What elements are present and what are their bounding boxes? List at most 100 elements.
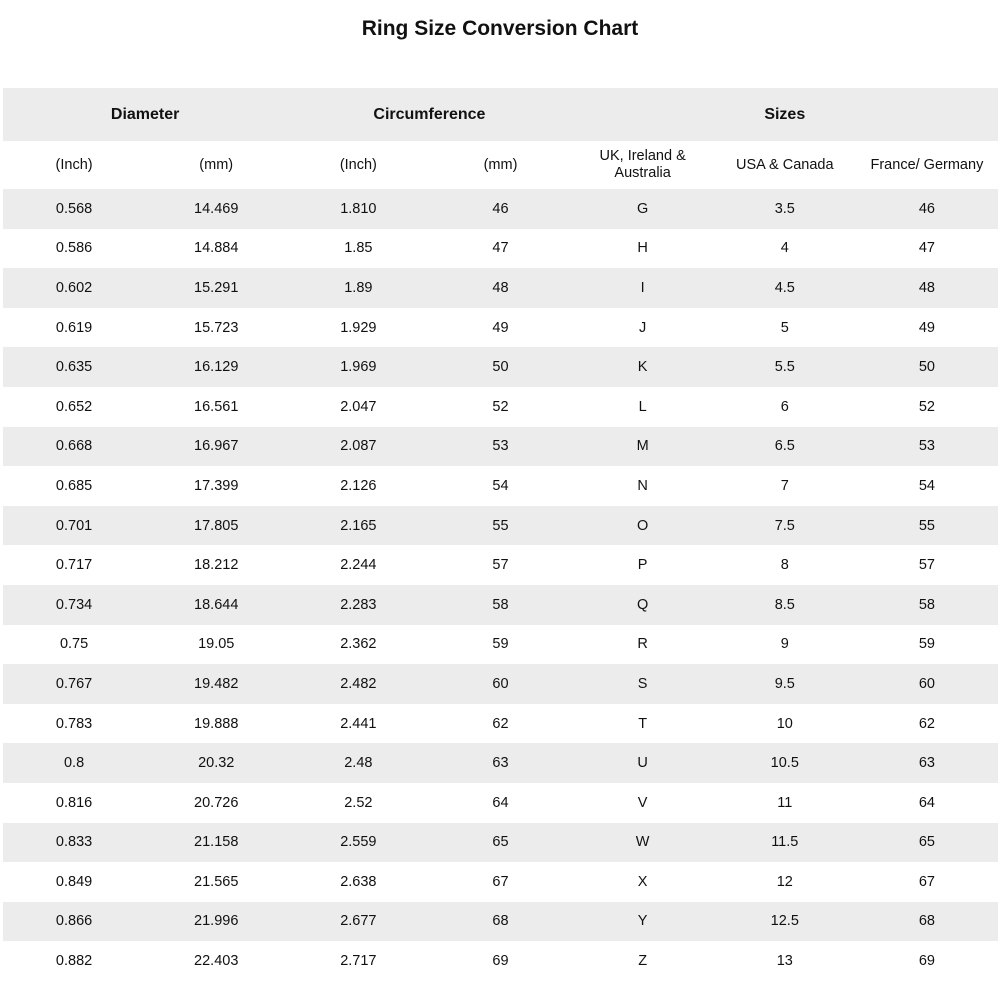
cell-uk-size: I — [640, 279, 645, 296]
cell-diameter-inch: 0.75 — [59, 636, 89, 653]
cell-usa-size: 10.5 — [770, 755, 799, 772]
cell-france-size: 50 — [918, 359, 935, 376]
cell-circumference-mm: 55 — [492, 517, 509, 534]
cell-usa-size: 9.5 — [774, 675, 795, 692]
table-row: 0.849 21.565 2.638 67 X 12 67 — [3, 862, 998, 902]
cell-usa-size: 12 — [776, 873, 793, 890]
cell-usa-size: 6 — [780, 398, 789, 415]
cell-usa-size: 7 — [780, 477, 789, 494]
cell-circumference-mm: 67 — [492, 873, 509, 890]
subheader-france-germany: France/ Germany — [855, 141, 998, 189]
cell-diameter-mm: 16.561 — [194, 398, 239, 415]
table-row: 0.685 17.399 2.126 54 N 7 54 — [3, 466, 998, 506]
cell-diameter-inch: 0.668 — [55, 438, 93, 455]
cell-diameter-inch: 0.816 — [55, 794, 93, 811]
cell-france-size: 60 — [918, 675, 935, 692]
cell-circumference-mm: 63 — [492, 755, 509, 772]
cell-uk-size: U — [637, 755, 648, 772]
subheader-circumference-inch: (Inch) — [287, 141, 430, 189]
cell-usa-size: 6.5 — [774, 438, 795, 455]
cell-circumference-mm: 68 — [492, 913, 509, 930]
cell-diameter-mm: 17.399 — [194, 477, 239, 494]
cell-diameter-mm: 20.32 — [198, 755, 235, 772]
cell-uk-size: W — [635, 834, 650, 851]
cell-france-size: 62 — [918, 715, 935, 732]
cell-uk-size: Q — [636, 596, 649, 613]
table-row: 0.882 22.403 2.717 69 Z 13 69 — [3, 941, 998, 981]
cell-circumference-mm: 52 — [492, 398, 509, 415]
cell-france-size: 46 — [918, 200, 935, 217]
cell-uk-size: H — [637, 240, 648, 257]
cell-diameter-mm: 18.644 — [194, 596, 239, 613]
cell-circumference-inch: 1.969 — [340, 359, 377, 376]
cell-uk-size: Y — [637, 913, 648, 930]
cell-usa-size: 7.5 — [774, 517, 795, 534]
subheader-diameter-mm: (mm) — [145, 141, 288, 189]
cell-diameter-inch: 0.849 — [55, 873, 93, 890]
cell-circumference-mm: 58 — [492, 596, 509, 613]
cell-diameter-mm: 17.805 — [194, 517, 239, 534]
ring-size-table: Diameter Circumference Sizes (Inch) (mm)… — [3, 88, 998, 981]
cell-circumference-mm: 60 — [492, 675, 509, 692]
cell-uk-size: O — [636, 517, 649, 534]
cell-diameter-inch: 0.717 — [55, 557, 93, 574]
cell-uk-size: R — [637, 636, 648, 653]
cell-diameter-mm: 19.05 — [198, 636, 235, 653]
cell-usa-size: 4 — [780, 240, 789, 257]
cell-usa-size: 11 — [777, 794, 793, 811]
cell-france-size: 57 — [918, 557, 935, 574]
cell-france-size: 48 — [918, 279, 935, 296]
cell-circumference-mm: 59 — [492, 636, 509, 653]
cell-usa-size: 8 — [780, 557, 789, 574]
table-row: 0.652 16.561 2.047 52 L 6 52 — [3, 386, 998, 427]
table-row: 0.717 18.212 2.244 57 P 8 57 — [3, 545, 998, 585]
cell-france-size: 69 — [918, 953, 935, 970]
cell-france-size: 58 — [918, 596, 935, 613]
cell-circumference-mm: 47 — [492, 240, 509, 257]
header-diameter: Diameter — [3, 88, 288, 141]
cell-usa-size: 4.5 — [774, 279, 795, 296]
cell-circumference-inch: 2.244 — [340, 557, 377, 574]
cell-france-size: 52 — [918, 398, 935, 415]
cell-diameter-inch: 0.866 — [55, 913, 93, 930]
cell-circumference-inch: 2.482 — [340, 675, 377, 692]
cell-circumference-inch: 2.441 — [340, 715, 377, 732]
cell-circumference-mm: 53 — [492, 438, 509, 455]
cell-circumference-inch: 2.52 — [344, 794, 373, 811]
table-row: 0.602 15.291 1.89 48 I 4.5 48 — [3, 268, 998, 308]
header-circumference: Circumference — [287, 88, 572, 141]
cell-france-size: 49 — [918, 319, 935, 336]
cell-uk-size: S — [637, 675, 648, 692]
cell-circumference-inch: 2.126 — [340, 477, 377, 494]
table-body: 0.568 14.469 1.810 46 G 3.5 46 0.586 14.884 1.85 4… — [3, 189, 998, 981]
page-title: Ring Size Conversion Chart — [361, 17, 639, 40]
cell-france-size: 55 — [918, 517, 935, 534]
cell-usa-size: 9 — [780, 636, 789, 653]
cell-usa-size: 10 — [776, 715, 793, 732]
cell-uk-size: V — [637, 794, 648, 811]
cell-diameter-mm: 22.403 — [194, 953, 239, 970]
cell-uk-size: K — [637, 359, 648, 376]
cell-france-size: 47 — [918, 240, 935, 257]
cell-circumference-inch: 2.362 — [340, 636, 377, 653]
cell-circumference-mm: 49 — [492, 319, 509, 336]
cell-uk-size: X — [637, 873, 648, 890]
cell-diameter-mm: 21.996 — [194, 913, 239, 930]
table-row: 0.586 14.884 1.85 47 H 4 47 — [3, 228, 998, 269]
cell-diameter-mm: 15.291 — [194, 279, 239, 296]
cell-diameter-mm: 14.469 — [194, 200, 239, 217]
cell-circumference-mm: 50 — [492, 359, 509, 376]
table-row: 0.767 19.482 2.482 60 S 9.5 60 — [3, 664, 998, 704]
cell-usa-size: 8.5 — [774, 596, 795, 613]
cell-france-size: 64 — [918, 794, 935, 811]
cell-diameter-inch: 0.568 — [55, 200, 93, 217]
cell-diameter-mm: 19.888 — [194, 715, 239, 732]
table-row: 0.816 20.726 2.52 64 V 11 64 — [3, 782, 998, 823]
cell-diameter-inch: 0.8 — [63, 755, 85, 772]
subheader-diameter-inch: (Inch) — [3, 141, 146, 189]
cell-diameter-inch: 0.882 — [55, 953, 93, 970]
cell-diameter-inch: 0.619 — [55, 319, 93, 336]
cell-uk-size: Z — [638, 953, 648, 970]
cell-france-size: 59 — [918, 636, 935, 653]
cell-diameter-inch: 0.602 — [55, 279, 93, 296]
